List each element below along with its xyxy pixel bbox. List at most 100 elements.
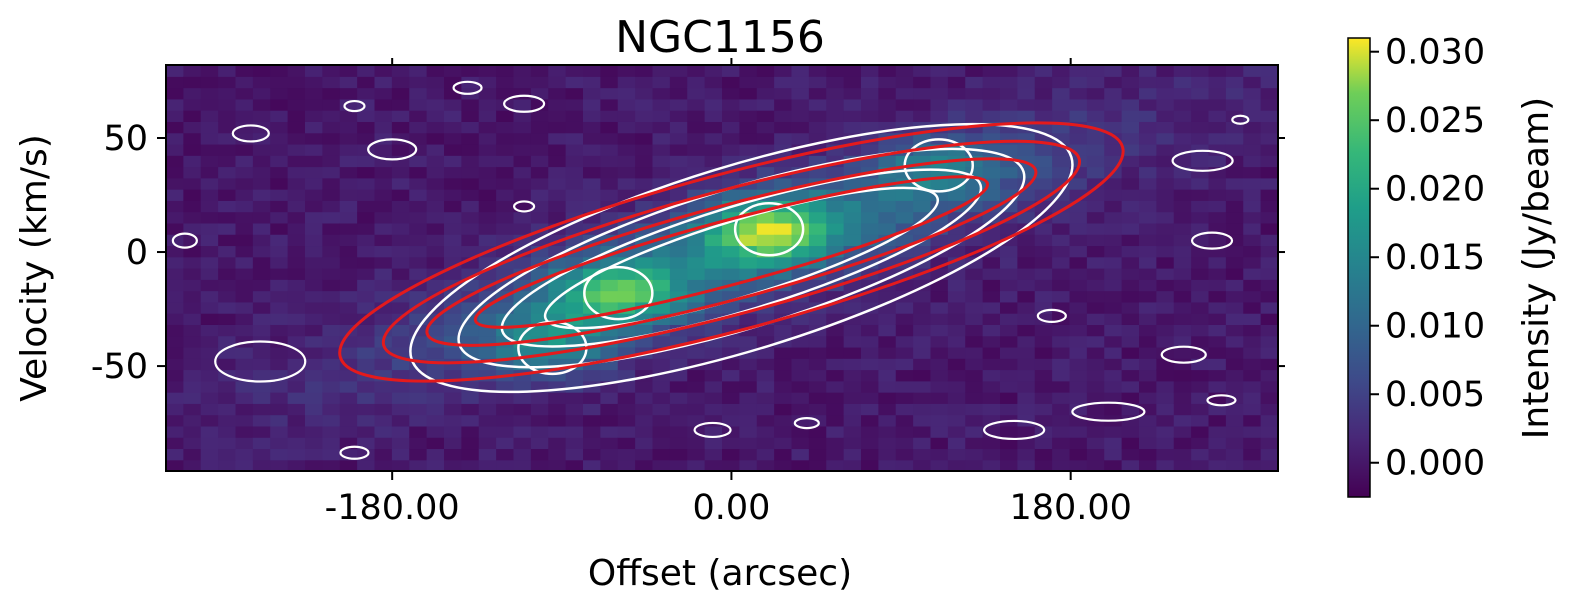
noise-contour: [1071, 401, 1146, 422]
heatmap-cell: [930, 380, 949, 393]
heatmap-cell: [1069, 358, 1088, 371]
heatmap-cell: [444, 87, 462, 100]
heatmap-cell: [1156, 437, 1175, 450]
heatmap-cell: [704, 222, 723, 235]
heatmap-cell: [913, 279, 932, 292]
heatmap-cell: [235, 76, 254, 89]
heatmap-cell: [669, 132, 688, 145]
heatmap-cell: [1225, 245, 1244, 258]
heatmap-cell: [600, 392, 619, 404]
heatmap-cell: [1069, 245, 1088, 258]
heatmap-cell: [218, 245, 237, 258]
heatmap-cell: [687, 87, 706, 100]
heatmap-cell: [617, 290, 636, 303]
heatmap-cell: [513, 448, 532, 461]
heatmap-cell: [1191, 98, 1210, 111]
heatmap-cell: [1191, 313, 1210, 325]
heatmap-cell: [774, 177, 793, 190]
heatmap-cell: [530, 98, 549, 111]
heatmap-cell: [1243, 245, 1262, 258]
heatmap-cell: [1000, 222, 1018, 235]
heatmap-cell: [1191, 65, 1210, 77]
heatmap-cell: [513, 234, 532, 247]
heatmap-cell: [1034, 403, 1053, 416]
heatmap-cell: [270, 76, 289, 89]
heatmap-cell: [1121, 448, 1140, 461]
heatmap-cell: [513, 87, 532, 100]
heatmap-cell: [548, 222, 567, 235]
heatmap-cell: [270, 98, 289, 111]
heatmap-cell: [513, 132, 532, 145]
heatmap-cell: [965, 380, 984, 393]
heatmap-cell: [895, 234, 914, 247]
heatmap-cell: [183, 177, 202, 190]
heatmap-cell: [583, 346, 601, 359]
heatmap-cell: [530, 369, 549, 382]
heatmap-cell: [200, 313, 219, 325]
heatmap-cell: [270, 143, 289, 156]
heatmap-cell: [183, 414, 202, 427]
heatmap-cell: [791, 110, 810, 122]
heatmap-cell: [739, 380, 758, 393]
heatmap-cell: [1208, 301, 1227, 314]
heatmap-cell: [409, 437, 428, 450]
heatmap-cell: [687, 448, 706, 461]
heatmap-cell: [739, 279, 758, 292]
heatmap-cell: [1260, 98, 1278, 111]
heatmap-cell: [930, 335, 949, 348]
heatmap-cell: [669, 301, 688, 314]
heatmap-cell: [1052, 268, 1071, 280]
heatmap-cell: [617, 110, 636, 122]
heatmap-cell: [166, 211, 184, 224]
heatmap-cell: [409, 425, 428, 438]
heatmap-cell: [287, 301, 306, 314]
heatmap-cell: [444, 110, 462, 122]
heatmap-cell: [913, 200, 932, 213]
heatmap-cell: [322, 301, 341, 314]
heatmap-cell: [913, 414, 932, 427]
heatmap-cell: [1017, 448, 1036, 461]
heatmap-cell: [1225, 177, 1244, 190]
heatmap-cell: [756, 110, 775, 122]
heatmap-cell: [1208, 369, 1227, 382]
heatmap-cell: [843, 403, 862, 416]
heatmap-cell: [1000, 335, 1018, 348]
heatmap-cell: [1017, 279, 1036, 292]
heatmap-cell: [1139, 132, 1157, 145]
heatmap-cell: [461, 155, 480, 168]
heatmap-cell: [461, 324, 480, 337]
heatmap-cell: [843, 392, 862, 404]
heatmap-cell: [530, 222, 549, 235]
heatmap-cell: [565, 166, 584, 179]
heatmap-cell: [339, 403, 358, 416]
heatmap-cell: [826, 222, 845, 235]
heatmap-cell: [583, 87, 601, 100]
heatmap-cell: [1086, 211, 1105, 224]
heatmap-cell: [1052, 358, 1071, 371]
heatmap-cell: [1225, 448, 1244, 461]
heatmap-cell: [982, 448, 1001, 461]
heatmap-cell: [635, 414, 654, 427]
heatmap-cell: [1121, 437, 1140, 450]
heatmap-cell: [808, 211, 827, 224]
heatmap-cell: [861, 437, 879, 450]
heatmap-cell: [583, 98, 601, 111]
heatmap-cell: [583, 437, 601, 450]
heatmap-cell: [930, 65, 949, 77]
heatmap-cell: [913, 358, 932, 371]
heatmap-cell: [270, 268, 289, 280]
heatmap-cell: [548, 324, 567, 337]
heatmap-cell: [635, 358, 654, 371]
heatmap-cell: [930, 414, 949, 427]
heatmap-cell: [235, 155, 254, 168]
heatmap-cell: [1086, 132, 1105, 145]
heatmap-cell: [617, 155, 636, 168]
heatmap-cell: [1225, 132, 1244, 145]
heatmap-cell: [826, 459, 845, 471]
heatmap-cell: [235, 98, 254, 111]
heatmap-cell: [774, 290, 793, 303]
heatmap-cell: [861, 121, 879, 134]
heatmap-cell: [235, 87, 254, 100]
heatmap-cell: [722, 132, 740, 145]
heatmap-cell: [947, 279, 966, 292]
